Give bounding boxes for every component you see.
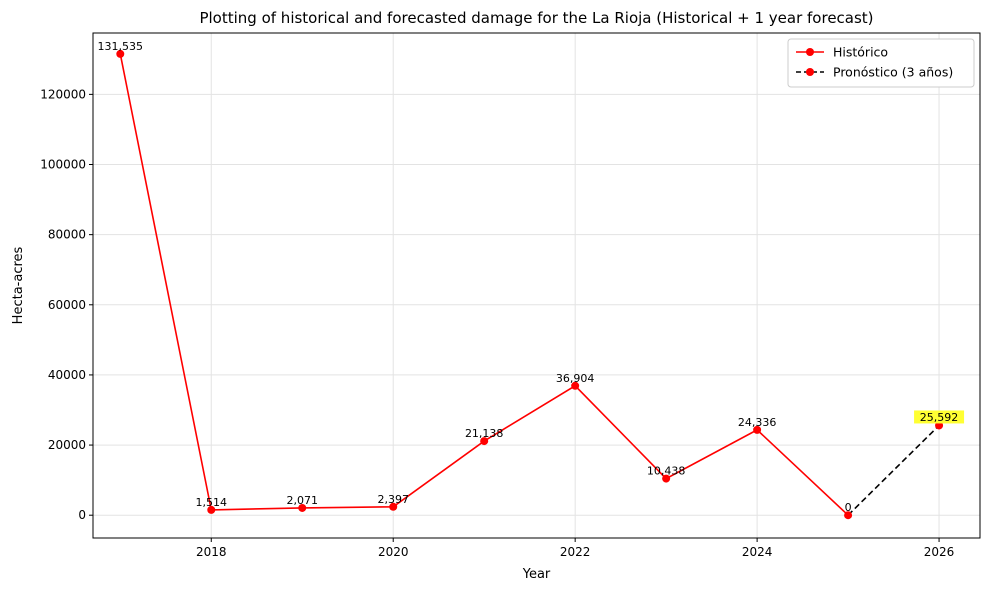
y-tick-label: 80000 — [48, 228, 86, 242]
historical-data-label: 36,904 — [556, 372, 595, 385]
x-axis-ticks: 2018 2020 2022 2024 2026 — [196, 538, 954, 559]
y-tick-label: 40000 — [48, 368, 86, 382]
chart-title: Plotting of historical and forecasted da… — [199, 9, 873, 27]
forecast-label-highlight — [914, 410, 965, 424]
plot-frame — [92, 32, 981, 539]
y-tick-label: 100000 — [40, 158, 86, 172]
forecast-data-label: 25,592 — [920, 411, 959, 424]
historical-data-label: 10,438 — [647, 465, 686, 478]
historical-data-label: 2,397 — [377, 493, 409, 506]
legend-label: Pronóstico (3 años) — [833, 65, 953, 80]
historical-point — [116, 49, 125, 58]
historical-point — [480, 437, 489, 446]
data-labels: 131,535 1,514 2,071 2,397 21,138 36,904 10,438… — [98, 40, 965, 514]
y-tick-label: 120000 — [40, 87, 86, 101]
y-axis-title: Hecta-acres — [11, 246, 26, 324]
series-lines — [119, 53, 940, 516]
historical-point — [844, 511, 853, 520]
historical-point — [571, 381, 580, 390]
x-tick-label: 2020 — [378, 545, 409, 559]
y-axis-ticks: 0 20000 40000 60000 80000 100000 120000 — [40, 87, 93, 522]
legend-marker — [806, 68, 814, 76]
historical-point — [389, 502, 398, 511]
historical-data-label: 1,514 — [196, 496, 228, 509]
y-tick-label: 60000 — [48, 298, 86, 312]
historical-line — [119, 53, 849, 516]
historical-point — [298, 503, 307, 512]
x-axis-title: Year — [522, 567, 551, 582]
legend: Histórico Pronóstico (3 años) — [787, 38, 975, 88]
historical-point — [662, 474, 671, 483]
grid — [93, 33, 980, 538]
historical-point — [753, 425, 762, 434]
x-tick-label: 2018 — [196, 545, 227, 559]
historical-data-label: 0 — [845, 501, 852, 514]
historical-data-label: 21,138 — [465, 427, 504, 440]
legend-box — [787, 38, 975, 88]
historical-point — [207, 505, 216, 514]
series-markers — [116, 49, 944, 520]
historical-data-label: 24,336 — [738, 416, 777, 429]
forecast-line — [847, 424, 940, 516]
x-tick-label: 2024 — [742, 545, 773, 559]
historical-data-label: 2,071 — [286, 494, 318, 507]
legend-label: Histórico — [833, 45, 888, 60]
x-tick-label: 2026 — [924, 545, 955, 559]
y-tick-label: 20000 — [48, 438, 86, 452]
y-tick-label: 0 — [78, 508, 86, 522]
legend-marker — [806, 48, 814, 56]
historical-data-label: 131,535 — [98, 40, 144, 53]
x-tick-label: 2022 — [560, 545, 591, 559]
